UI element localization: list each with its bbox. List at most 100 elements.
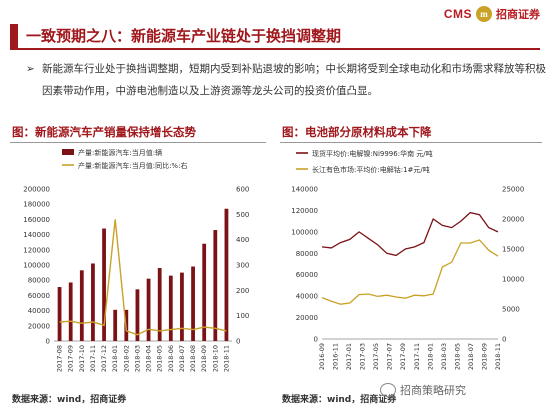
legend-cobalt-label: 长江有色市场:平均价:电解钴:1#元/吨	[312, 165, 430, 174]
x-tick-label: 2018-04	[145, 345, 153, 372]
legend-line-label: 产量:新能源汽车:当月值:同比:%:右	[78, 161, 187, 170]
x-tick-label: 2018-07	[467, 343, 475, 370]
right-y-tick-label: 400	[236, 236, 249, 244]
left-y-tick-label: 40000	[296, 293, 318, 301]
title-accent-mark	[10, 24, 18, 48]
left-y-tick-label: 140000	[23, 231, 50, 239]
x-tick-label: 2018-01	[426, 343, 434, 370]
left-y-tick-label: 180000	[23, 201, 50, 209]
legend-nickel-label: 现货平均价:电解镍:Ni9996:华南 元/吨	[312, 149, 433, 158]
right-y-tick-label: 25000	[502, 186, 524, 194]
left-y-tick-label: 80000	[28, 277, 50, 285]
right-y-tick-label: 600	[236, 186, 249, 194]
x-tick-label: 2018-11	[222, 345, 230, 372]
bar-production	[213, 230, 218, 341]
x-tick-label: 2018-10	[211, 345, 219, 372]
summary-bullet: ➢ 新能源车行业处于换挡调整期，短期内受到补贴退坡的影响；中长期将受到全球电动化和…	[26, 58, 546, 102]
x-tick-label: 2016-11	[332, 343, 340, 370]
x-tick-label: 2017-01	[345, 343, 353, 370]
bar-production	[224, 208, 229, 341]
x-tick-label: 2018-05	[453, 343, 461, 370]
right-y-tick-label: 0	[236, 338, 240, 346]
bullet-arrow-icon: ➢	[26, 63, 35, 75]
x-tick-label: 2018-03	[133, 345, 141, 372]
right-y-tick-label: 5000	[502, 306, 520, 314]
bar-production	[91, 263, 95, 341]
legend-bar-swatch	[62, 149, 74, 155]
logo-badge-icon: m	[476, 6, 492, 22]
x-tick-label: 2018-06	[167, 345, 175, 372]
left-y-tick-label: 60000	[296, 271, 318, 279]
page-title: 一致预期之八：新能源车产业链处于换挡调整期	[26, 27, 342, 45]
logo-company-name: 招商证券	[496, 8, 540, 21]
left-y-tick-label: 160000	[23, 216, 50, 224]
x-tick-label: 2017-09	[399, 343, 407, 370]
x-tick-label: 2017-10	[78, 345, 86, 372]
summary-text: 新能源车行业处于换挡调整期，短期内受到补贴退坡的影响；中长期将受到全球电动化和市…	[42, 63, 546, 97]
legend-bar-label: 产量:新能源汽车:当月值:辆	[78, 148, 162, 157]
x-tick-label: 2018-09	[480, 343, 488, 370]
x-tick-label: 2017-07	[386, 343, 394, 370]
right-y-tick-label: 100	[236, 312, 249, 320]
bar-production	[102, 228, 106, 341]
bar-production	[146, 278, 151, 341]
left-y-tick-label: 0	[46, 338, 50, 346]
line-yoy-growth	[59, 219, 227, 336]
left-y-tick-label: 120000	[291, 207, 318, 215]
left-y-tick-label: 20000	[296, 314, 318, 322]
watermark: 招商策略研究	[380, 382, 466, 398]
bar-production	[79, 270, 84, 341]
right-y-tick-label: 0	[502, 336, 506, 344]
x-tick-label: 2017-03	[359, 343, 367, 370]
right-y-tick-label: 200	[236, 287, 249, 295]
left-chart-container: 产量:新能源汽车:当月值:辆产量:新能源汽车:当月值:同比:%:右 0 20000 4…	[10, 142, 266, 381]
right-figure-title: 图：电池部分原材料成本下降	[282, 125, 432, 139]
x-tick-label: 2017-09	[67, 345, 75, 372]
right-y-tick-label: 15000	[502, 246, 524, 254]
line-cobalt-price	[321, 239, 499, 305]
left-y-tick-label: 60000	[28, 292, 50, 300]
bar-production	[191, 266, 195, 341]
bar-production	[202, 243, 207, 341]
bar-production	[68, 282, 73, 341]
brand-logo: CMS m 招商证券	[444, 6, 540, 22]
left-y-tick-label: 120000	[23, 246, 50, 254]
battery-material-price-chart: 现货平均价:电解镍:Ni9996:华南 元/吨长江有色市场:平均价:电解钴:1#…	[291, 149, 524, 370]
x-tick-label: 2018-03	[440, 343, 448, 370]
x-tick-label: 2018-02	[122, 345, 130, 372]
x-tick-label: 2017-05	[372, 343, 380, 370]
bar-production	[168, 275, 173, 341]
x-tick-label: 2018-11	[494, 343, 502, 370]
right-y-tick-label: 20000	[502, 216, 524, 224]
watermark-text: 招商策略研究	[400, 384, 466, 397]
x-tick-label: 2017-12	[100, 345, 108, 372]
wechat-icon	[380, 383, 396, 397]
line-nickel-price	[321, 211, 499, 257]
left-y-tick-label: 100000	[23, 262, 50, 270]
left-y-tick-label: 100000	[291, 228, 318, 236]
right-y-tick-label: 300	[236, 262, 249, 270]
left-y-tick-label: 40000	[28, 307, 50, 315]
left-y-tick-label: 140000	[291, 186, 318, 194]
right-y-tick-label: 500	[236, 211, 249, 219]
x-tick-label: 2018-05	[156, 345, 164, 372]
left-figure-title: 图：新能源汽车产销量保持增长态势	[12, 125, 196, 139]
x-tick-label: 2017-11	[89, 345, 97, 372]
left-source-note: 数据来源：wind，招商证券	[12, 395, 127, 405]
right-y-tick-label: 10000	[502, 276, 524, 284]
x-tick-label: 2016-09	[318, 343, 326, 370]
left-y-tick-label: 0	[314, 336, 318, 344]
bar-production	[135, 289, 140, 341]
left-y-tick-label: 20000	[28, 322, 50, 330]
nev-production-chart: 产量:新能源汽车:当月值:辆产量:新能源汽车:当月值:同比:%:右 0 20000 4…	[23, 148, 249, 372]
left-y-tick-label: 200000	[23, 186, 50, 194]
bar-production	[57, 287, 62, 341]
bar-production	[180, 272, 184, 341]
logo-cms-text: CMS	[443, 7, 472, 21]
page-title-bar: 一致预期之八：新能源车产业链处于换挡调整期	[10, 24, 540, 50]
x-tick-label: 2017-11	[413, 343, 421, 370]
x-tick-label: 2018-09	[200, 345, 208, 372]
x-tick-label: 2017-08	[56, 345, 64, 372]
x-tick-label: 2018-07	[178, 345, 186, 372]
x-tick-label: 2018-08	[189, 345, 197, 372]
